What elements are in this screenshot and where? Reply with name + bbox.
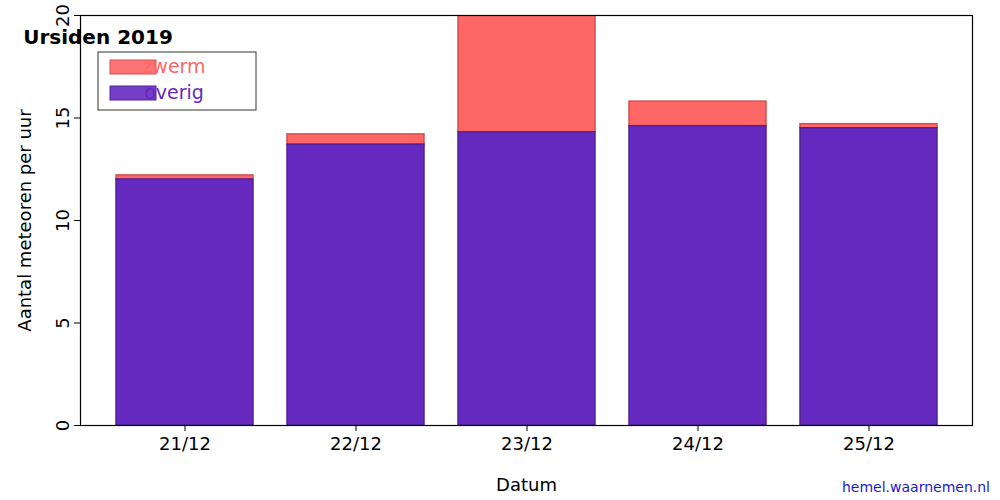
svg-text:21/12: 21/12 [159, 433, 211, 454]
svg-text:hemel.waarnemen.nl: hemel.waarnemen.nl [842, 479, 990, 495]
svg-text:0: 0 [52, 420, 73, 431]
svg-text:Datum: Datum [496, 474, 557, 495]
svg-text:zwerm: zwerm [142, 55, 205, 77]
svg-text:24/12: 24/12 [672, 433, 724, 454]
svg-text:5: 5 [52, 317, 73, 328]
svg-text:20: 20 [52, 4, 73, 27]
svg-text:overig: overig [144, 81, 204, 103]
svg-text:Ursiden 2019: Ursiden 2019 [23, 25, 173, 49]
svg-text:23/12: 23/12 [501, 433, 553, 454]
svg-text:22/12: 22/12 [330, 433, 382, 454]
svg-text:Aantal meteoren per uur: Aantal meteoren per uur [14, 109, 35, 332]
svg-text:25/12: 25/12 [843, 433, 895, 454]
svg-text:10: 10 [52, 209, 73, 232]
svg-text:15: 15 [52, 107, 73, 130]
